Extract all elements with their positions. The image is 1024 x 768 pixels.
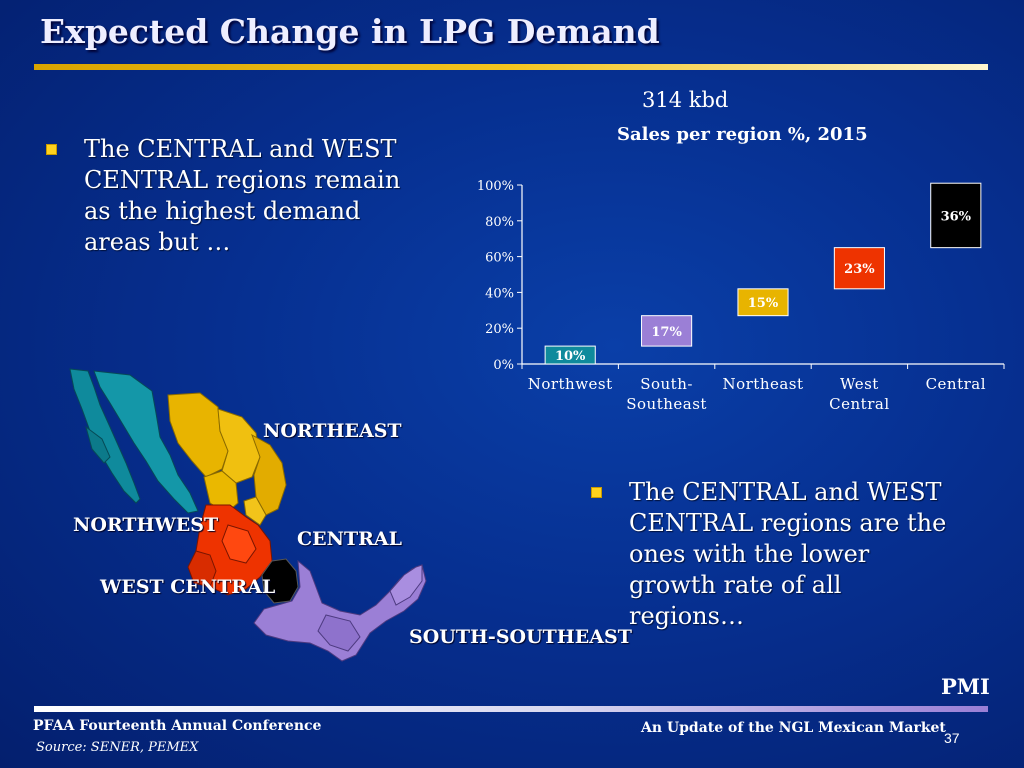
total-kbd-label: 314 kbd	[642, 88, 729, 112]
footer-divider	[34, 706, 988, 712]
chart-axes: 0% 20% 40% 60% 80% 100%	[477, 179, 1005, 373]
slide-title: Expected Change in LPG Demand	[40, 12, 660, 51]
y-tick-label: 80%	[485, 215, 514, 230]
footer-presentation-title: An Update of the NGL Mexican Market	[641, 720, 946, 736]
y-tick-label: 100%	[477, 179, 514, 194]
x-category-label: Northwest	[528, 375, 613, 393]
x-category-label: Northeast	[722, 375, 803, 393]
sales-region-chart: 0% 20% 40% 60% 80% 100% 10% 17% 15% 23% 36% North…	[477, 179, 1005, 413]
bullet-left-text: The CENTRAL and WEST CENTRAL regions rem…	[84, 135, 401, 256]
bar-value-label: 23%	[844, 262, 875, 277]
bar-value-label: 10%	[555, 349, 586, 364]
x-category-label: West	[840, 375, 879, 393]
footer-source: Source: SENER, PEMEX	[36, 740, 199, 755]
pmi-logo-text: PMI	[941, 674, 990, 699]
page-number: 37	[944, 730, 960, 746]
map-label-west-central: WEST CENTRAL	[100, 576, 276, 598]
map-label-south-southeast: SOUTH-SOUTHEAST	[409, 626, 632, 648]
map-region-northeast	[167, 392, 287, 526]
x-category-label: Central	[926, 375, 986, 393]
mexico-region-map	[69, 368, 427, 662]
bullet-marker-right	[591, 487, 602, 498]
map-region-northwest	[69, 368, 199, 514]
map-label-northeast: NORTHEAST	[263, 420, 402, 442]
y-tick-label: 60%	[485, 251, 514, 266]
y-tick-label: 20%	[485, 322, 514, 337]
bar	[930, 182, 982, 249]
bullet-marker-left	[46, 144, 57, 155]
map-region-west-central	[187, 504, 273, 596]
chart-title: Sales per region %, 2015	[617, 124, 868, 145]
map-label-northwest: NORTHWEST	[73, 514, 219, 536]
bar-value-label: 17%	[651, 325, 682, 340]
bar	[737, 288, 789, 317]
map-region-south-southeast	[253, 559, 427, 662]
title-underline	[34, 64, 988, 70]
bar	[544, 345, 596, 365]
x-category-label: South-	[640, 375, 693, 393]
bar-value-label: 15%	[748, 296, 779, 311]
bar	[833, 247, 885, 290]
bullet-right-text: The CENTRAL and WEST CENTRAL regions are…	[629, 478, 947, 630]
bar-value-label: 36%	[941, 209, 972, 224]
x-category-label: Central	[829, 395, 889, 413]
y-tick-label: 40%	[485, 286, 514, 301]
map-region-central	[261, 558, 299, 604]
footer-conference: PFAA Fourteenth Annual Conference	[33, 718, 322, 734]
y-tick-label: 0%	[493, 358, 514, 373]
chart-x-labels: Northwest South- Southeast Northeast West Cen…	[528, 375, 986, 413]
x-category-label: Southeast	[626, 395, 707, 413]
map-label-central: CENTRAL	[297, 528, 403, 550]
chart-bars: 10% 17% 15% 23% 36%	[544, 182, 982, 365]
bar	[641, 315, 693, 347]
